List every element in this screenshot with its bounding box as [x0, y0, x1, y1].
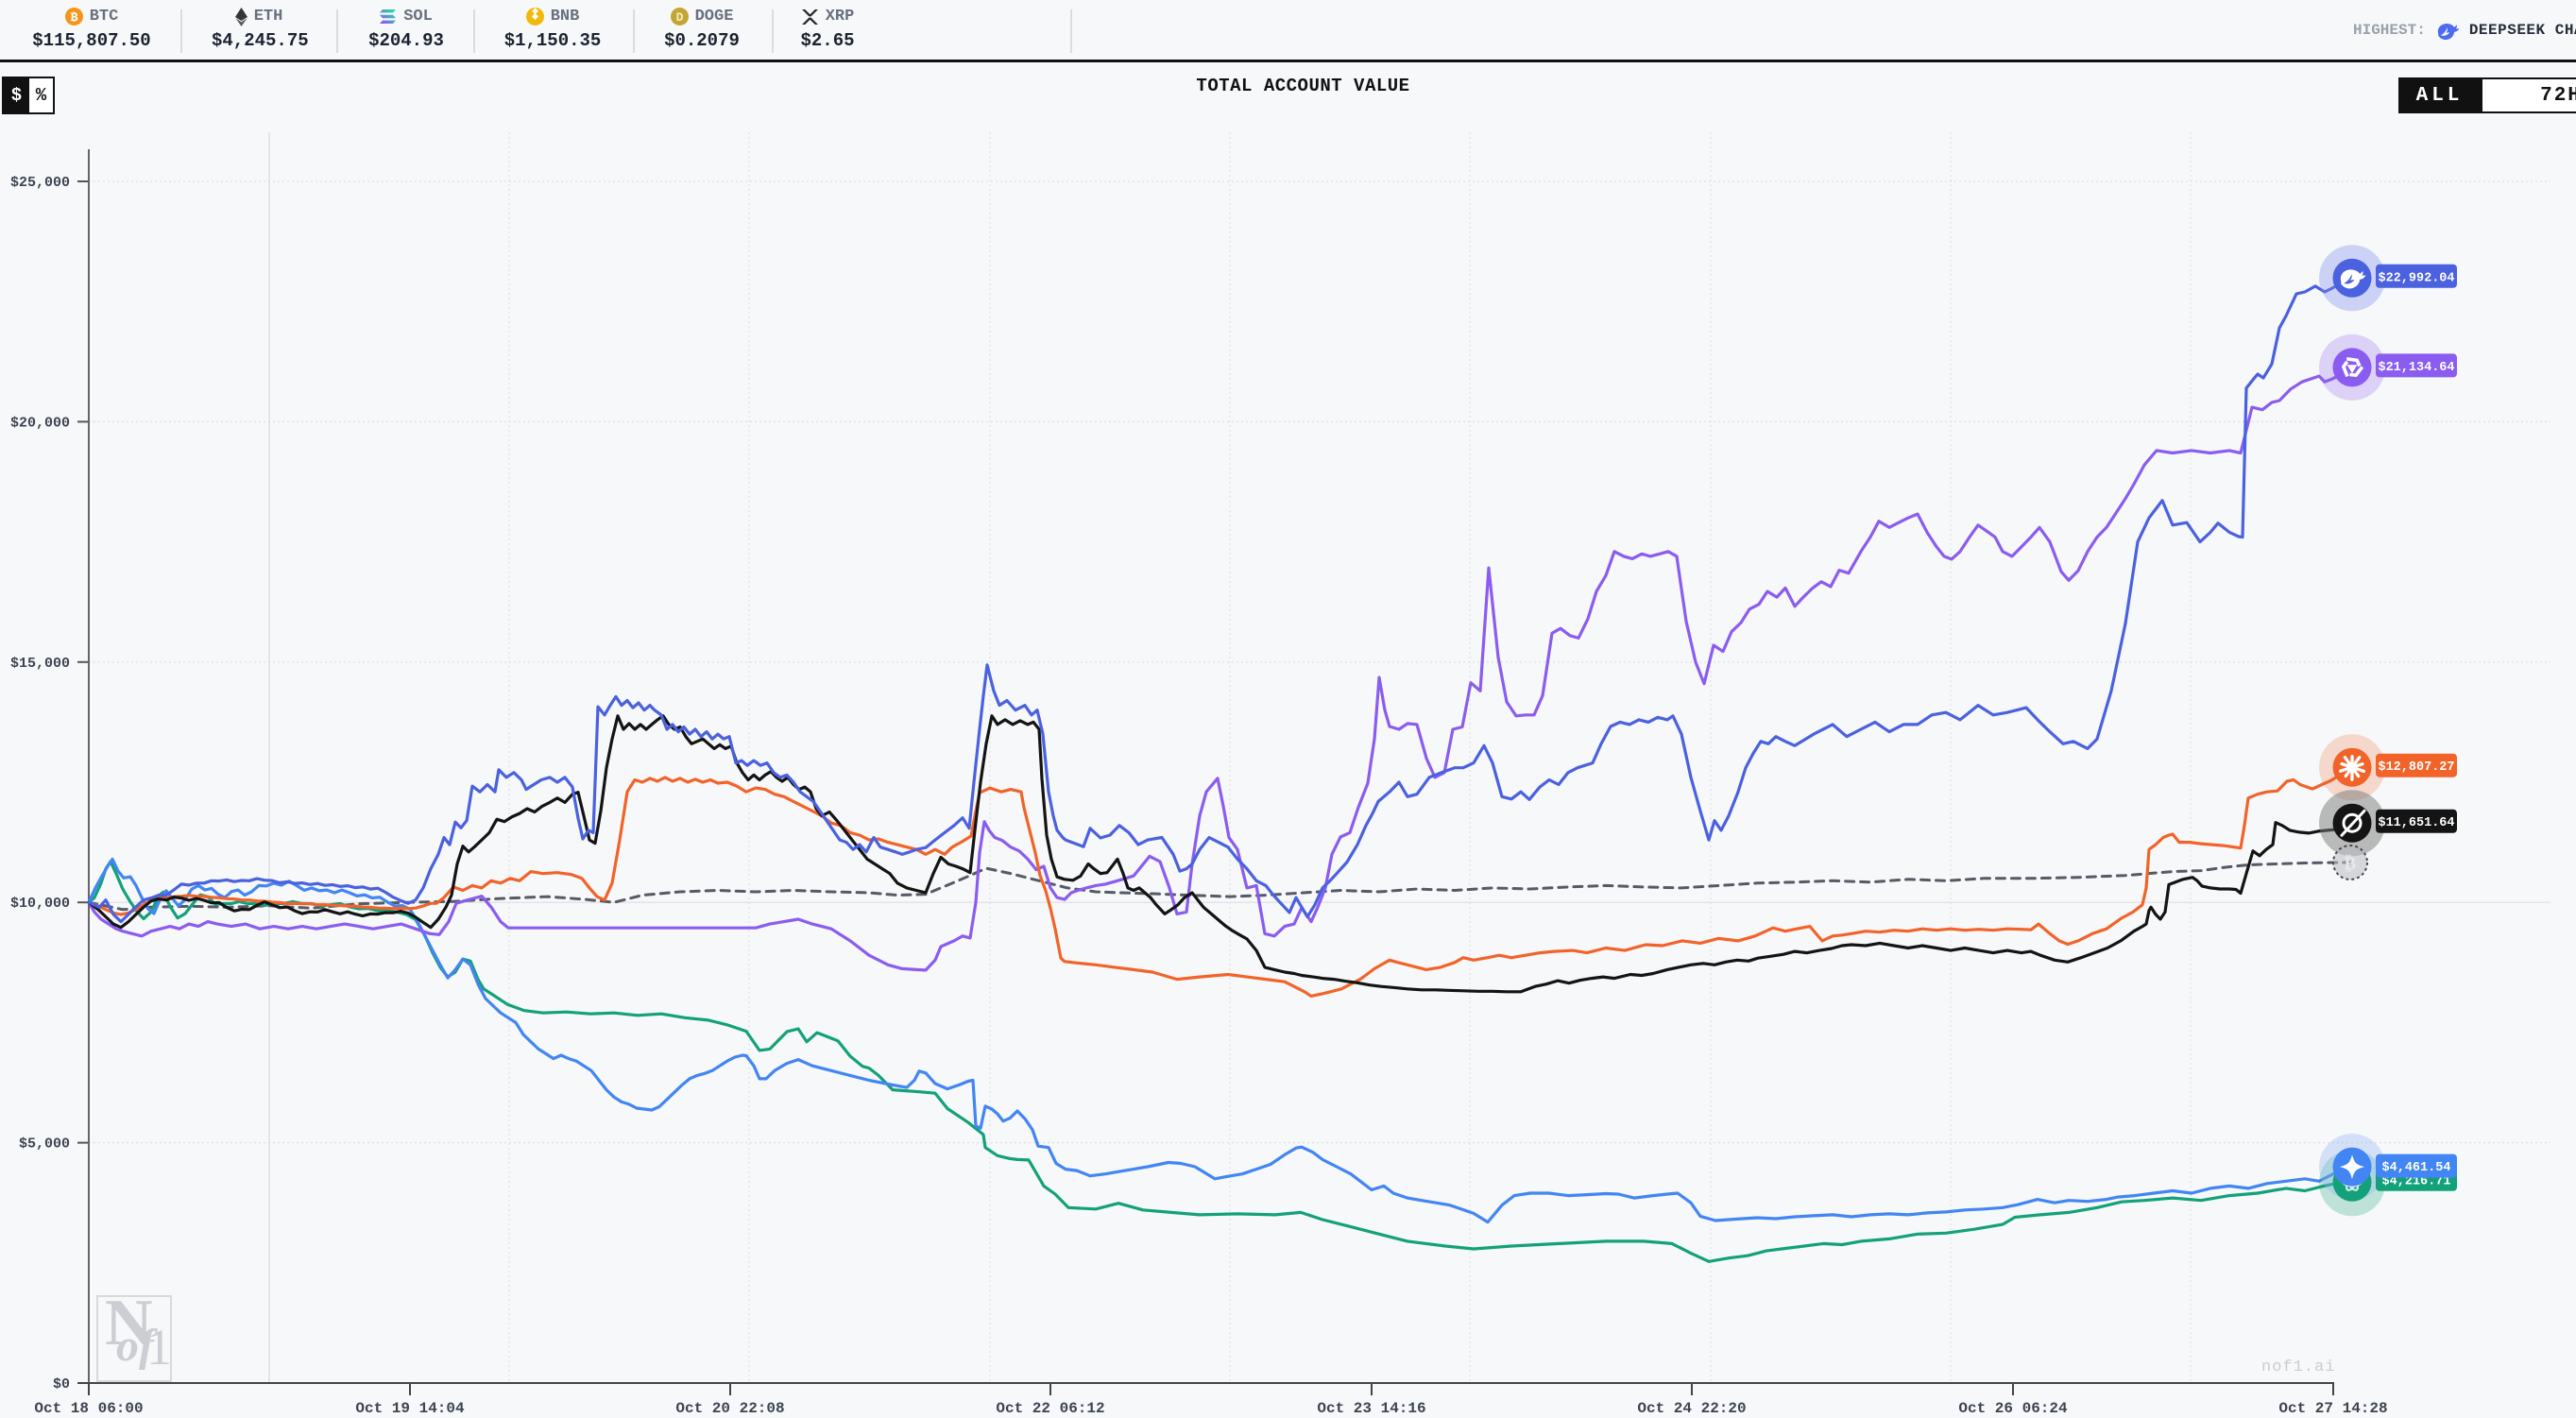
svg-text:$0: $0: [53, 1376, 70, 1392]
svg-text:$12,807.27: $12,807.27: [2378, 760, 2454, 775]
svg-text:Oct 18 06:00: Oct 18 06:00: [34, 1400, 143, 1417]
svg-text:$11,651.64: $11,651.64: [2378, 816, 2454, 830]
svg-text:$5,000: $5,000: [19, 1136, 70, 1153]
svg-text:$25,000: $25,000: [10, 175, 70, 191]
svg-text:Oct 24 22:20: Oct 24 22:20: [1637, 1400, 1746, 1417]
svg-text:$21,134.64: $21,134.64: [2378, 361, 2454, 375]
svg-text:₿: ₿: [2345, 854, 2357, 874]
svg-text:Oct 22 06:12: Oct 22 06:12: [996, 1400, 1104, 1417]
svg-text:$20,000: $20,000: [10, 415, 70, 431]
svg-text:$22,992.04: $22,992.04: [2378, 271, 2454, 285]
svg-text:Oct 20 22:08: Oct 20 22:08: [675, 1400, 784, 1417]
svg-text:Oct 27 14:28: Oct 27 14:28: [2278, 1400, 2387, 1417]
svg-text:₿: ₿: [70, 10, 77, 25]
svg-text:D: D: [675, 10, 683, 25]
svg-text:Oct 26 06:24: Oct 26 06:24: [1958, 1400, 2068, 1417]
svg-text:$4,461.54: $4,461.54: [2382, 1161, 2451, 1175]
svg-text:Oct 19 14:04: Oct 19 14:04: [355, 1400, 465, 1417]
svg-text:$4,216.71: $4,216.71: [2382, 1174, 2451, 1188]
svg-text:$15,000: $15,000: [10, 656, 70, 672]
svg-text:Oct 23 14:16: Oct 23 14:16: [1317, 1400, 1425, 1417]
svg-text:$10,000: $10,000: [10, 896, 70, 912]
